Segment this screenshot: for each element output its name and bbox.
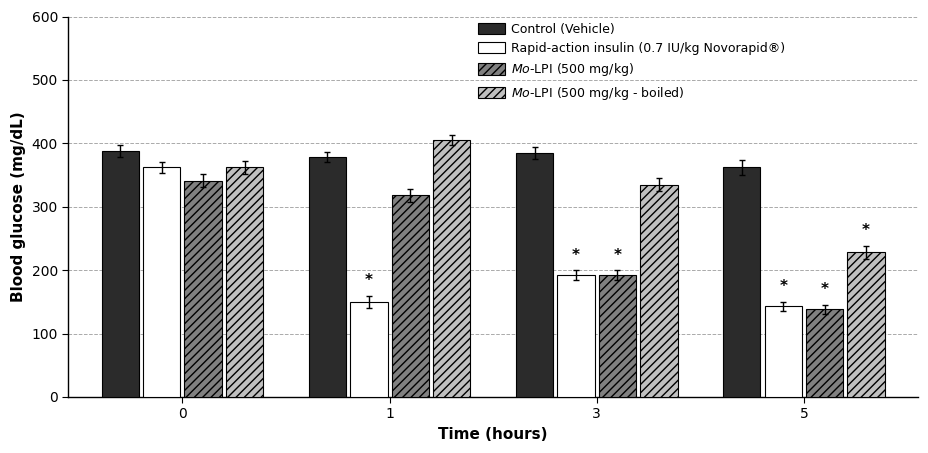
Text: *: *: [612, 247, 621, 263]
Bar: [722, 168, 760, 397]
Bar: [515, 153, 553, 397]
Text: *: *: [572, 247, 579, 263]
Bar: [350, 302, 387, 397]
Bar: [101, 151, 139, 397]
Text: *: *: [365, 273, 372, 288]
Text: *: *: [819, 282, 828, 298]
Bar: [143, 168, 180, 397]
Legend: Control (Vehicle), Rapid-action insulin (0.7 IU/kg Novorapid®), $Mo$-LPI (500 mg: Control (Vehicle), Rapid-action insulin …: [473, 19, 789, 105]
Bar: [557, 275, 594, 397]
Bar: [764, 306, 801, 397]
Bar: [308, 157, 346, 397]
Text: *: *: [779, 279, 786, 294]
Bar: [639, 184, 677, 397]
Bar: [806, 309, 843, 397]
Bar: [432, 140, 470, 397]
Bar: [599, 275, 636, 397]
Bar: [846, 252, 883, 397]
Text: *: *: [861, 223, 870, 238]
Y-axis label: Blood glucose (mg/dL): Blood glucose (mg/dL): [11, 111, 26, 302]
X-axis label: Time (hours): Time (hours): [438, 427, 548, 442]
Bar: [185, 181, 222, 397]
Bar: [392, 195, 429, 397]
Bar: [226, 168, 263, 397]
